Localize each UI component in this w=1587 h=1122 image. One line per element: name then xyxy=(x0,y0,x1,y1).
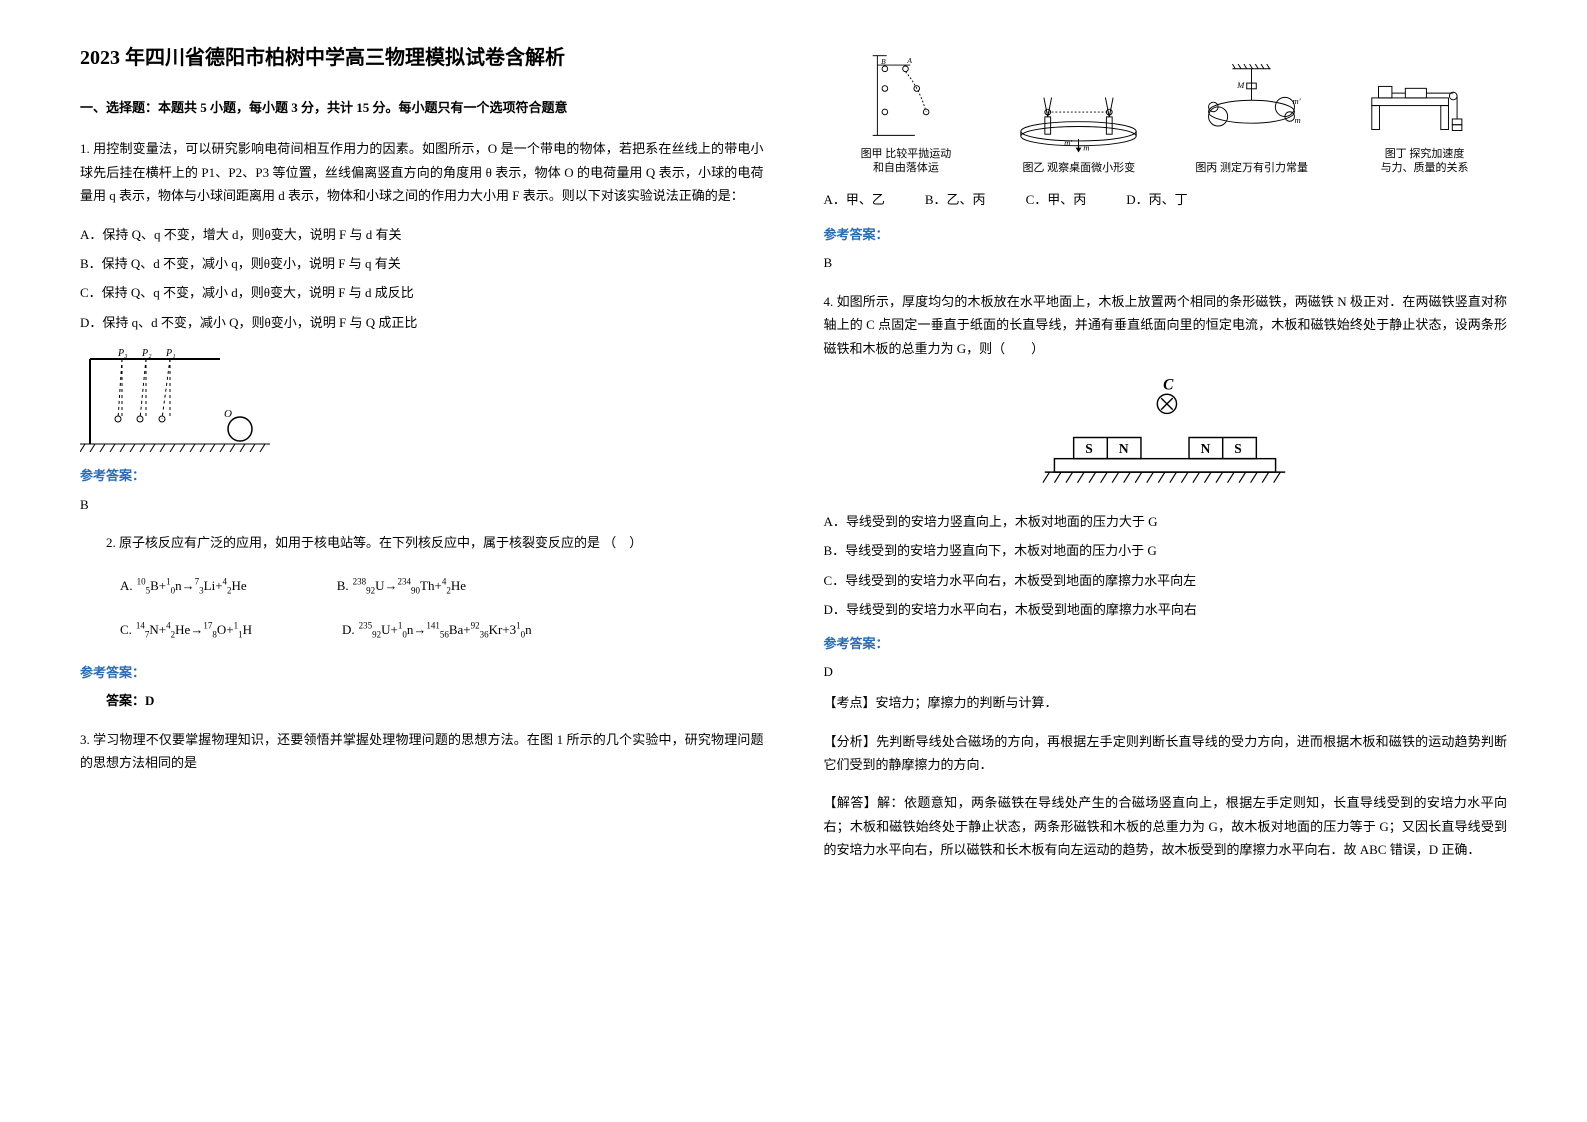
page-title: 2023 年四川省德阳市柏树中学高三物理模拟试卷含解析 xyxy=(80,40,764,76)
svg-text:m': m' xyxy=(1064,138,1072,148)
fig-yi-cap: 图乙 观察桌面微小形变 xyxy=(996,161,1161,175)
fig-jia: B A 图甲 比较平抛运动和自由落体运 xyxy=(824,48,989,176)
fig-jia-cap1: 图甲 比较平抛运动 xyxy=(861,148,952,160)
q4-option-c: C．导线受到的安培力水平向右，木板受到地面的摩擦力水平向左 xyxy=(824,569,1508,592)
q2-formula-c: 147N+42He→178O+11H xyxy=(136,618,252,641)
q2-option-d: D. 23592U+10n→14156Ba+9236Kr+310n xyxy=(342,618,532,641)
q3-option-d: D．丙、丁 xyxy=(1126,188,1187,211)
svg-text:m: m xyxy=(1295,116,1301,126)
q2-formula-d: 23592U+10n→14156Ba+9236Kr+310n xyxy=(359,618,532,641)
q4-stem: 4. 如图所示，厚度均匀的木板放在水平地面上，木板上放置两个相同的条形磁铁，两磁… xyxy=(824,290,1508,360)
q1-option-a: A．保持 Q、q 不变，增大 d，则θ变大，说明 F 与 d 有关 xyxy=(80,223,764,246)
fig-ding-cap2: 与力、质量的关系 xyxy=(1381,162,1469,174)
q1-option-b: B．保持 Q、d 不变，减小 q，则θ变小，说明 F 与 q 有关 xyxy=(80,252,764,275)
q1-answer: B xyxy=(80,493,764,516)
q2-answer: 答案：D xyxy=(80,689,764,712)
q2-formulas-row1: A. 105B+10n→73Li+42He B. 23892U→23490Th+… xyxy=(120,574,764,597)
q2-option-c: C. 147N+42He→178O+11H xyxy=(120,618,252,641)
fig-ding-cap1: 图丁 探究加速度 xyxy=(1385,148,1465,160)
section-heading: 一、选择题：本题共 5 小题，每小题 3 分，共计 15 分。每小题只有一个选项… xyxy=(80,96,764,119)
q2-formulas-row2: C. 147N+42He→178O+11H D. 23592U+10n→1415… xyxy=(120,618,764,641)
svg-text:P₃: P₃ xyxy=(117,348,128,359)
q3-option-b: B．乙、丙 xyxy=(925,188,986,211)
q1-answer-label: 参考答案： xyxy=(80,464,764,487)
q4-answer: D xyxy=(824,660,1508,683)
q4-fenxi: 【分析】先判断导线处合磁场的方向，再根据左手定则判断长直导线的受力方向，进而根据… xyxy=(824,730,1508,777)
q2-stem: 2. 原子核反应有广泛的应用，如用于核电站等。在下列核反应中，属于核裂变反应的是… xyxy=(80,531,764,554)
svg-text:O: O xyxy=(224,408,232,420)
q3-answer: B xyxy=(824,251,1508,274)
q2-option-b: B. 23892U→23490Th+42He xyxy=(337,574,466,597)
left-column: 2023 年四川省德阳市柏树中学高三物理模拟试卷含解析 一、选择题：本题共 5 … xyxy=(50,40,794,1082)
svg-text:B: B xyxy=(882,57,887,66)
svg-text:P₁: P₁ xyxy=(165,348,176,359)
svg-text:m': m' xyxy=(1293,97,1301,107)
q4-option-d: D．导线受到的安培力水平向右，木板受到地面的摩擦力水平向右 xyxy=(824,598,1508,621)
svg-text:S: S xyxy=(1085,441,1092,456)
svg-text:S: S xyxy=(1234,441,1241,456)
right-column: B A 图甲 比较平抛运动和自由落体运 xyxy=(794,40,1538,1082)
q3-option-c: C．甲、丙 xyxy=(1026,188,1087,211)
q1-option-d: D．保持 q、d 不变，减小 Q，则θ变小，说明 F 与 Q 成正比 xyxy=(80,311,764,334)
q1-stem: 1. 用控制变量法，可以研究影响电荷间相互作用力的因素。如图所示，O 是一个带电… xyxy=(80,137,764,207)
q3-stem: 3. 学习物理不仅要掌握物理知识，还要领悟并掌握处理物理问题的思想方法。在图 1… xyxy=(80,728,764,775)
q1-figure: P₃ P₂ P₁ O xyxy=(80,344,280,454)
q4-jieda: 【解答】解：依题意知，两条磁铁在导线处产生的合磁场竖直向上，根据左手定则知，长直… xyxy=(824,791,1508,861)
q1-option-c: C．保持 Q、q 不变，减小 d，则θ变大，说明 F 与 d 成反比 xyxy=(80,281,764,304)
q4-option-a: A．导线受到的安培力竖直向上，木板对地面的压力大于 G xyxy=(824,510,1508,533)
q3-answer-label: 参考答案： xyxy=(824,223,1508,246)
q3-options: A．甲、乙 B．乙、丙 C．甲、丙 D．丙、丁 xyxy=(824,188,1508,211)
svg-text:A: A xyxy=(907,56,913,65)
q2-formula-b: 23892U→23490Th+42He xyxy=(353,574,466,597)
svg-text:N: N xyxy=(1201,441,1211,456)
svg-text:N: N xyxy=(1119,441,1129,456)
q2-answer-label: 参考答案： xyxy=(80,661,764,684)
fig-ding: 图丁 探究加速度与力、质量的关系 xyxy=(1342,48,1507,176)
q2-option-a: A. 105B+10n→73Li+42He xyxy=(120,574,247,597)
q4-kaodian: 【考点】安培力；摩擦力的判断与计算． xyxy=(824,691,1508,714)
q4-figure: C S N N S xyxy=(824,375,1508,500)
fig-bing-cap: 图丙 测定万有引力常量 xyxy=(1169,161,1334,175)
svg-text:C: C xyxy=(1163,376,1174,393)
q3-option-a: A．甲、乙 xyxy=(824,188,885,211)
svg-text:m: m xyxy=(1084,143,1090,153)
fig-bing: M m' m 图丙 测定万有引力常量 xyxy=(1169,62,1334,175)
q4-option-b: B．导线受到的安培力竖直向下，木板对地面的压力小于 G xyxy=(824,539,1508,562)
fig-yi: m' m 图乙 观察桌面微小形变 xyxy=(996,62,1161,175)
svg-text:M: M xyxy=(1236,80,1245,90)
fig-jia-cap2: 和自由落体运 xyxy=(873,162,939,174)
q4-answer-label: 参考答案： xyxy=(824,632,1508,655)
svg-text:P₂: P₂ xyxy=(141,348,152,359)
q2-formula-a: 105B+10n→73Li+42He xyxy=(137,574,247,597)
q3-figures: B A 图甲 比较平抛运动和自由落体运 xyxy=(824,48,1508,176)
